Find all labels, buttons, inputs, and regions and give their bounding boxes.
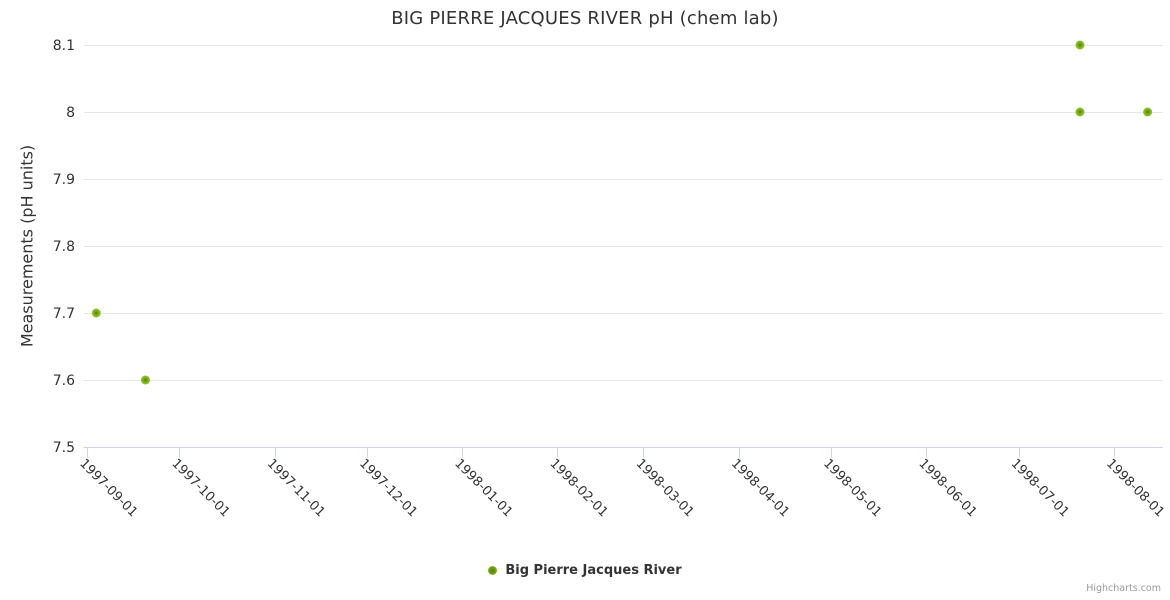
data-point[interactable] — [1143, 107, 1153, 117]
y-axis-tick-label: 7.6 — [53, 373, 75, 389]
y-axis-tick-label: 7.5 — [53, 440, 75, 456]
y-axis-tick-label: 7.7 — [53, 306, 75, 322]
x-axis-tick-label: 1997-10-01 — [168, 456, 232, 520]
data-point[interactable] — [140, 375, 150, 385]
x-axis-tick-label: 1998-06-01 — [915, 456, 979, 520]
x-axis-tick-label: 1998-05-01 — [820, 456, 884, 520]
legend-item[interactable]: Big Pierre Jacques River — [0, 563, 1170, 578]
data-point[interactable] — [1075, 40, 1085, 50]
y-axis-tick-label: 8 — [66, 105, 75, 121]
y-axis-tick-label: 7.9 — [53, 172, 75, 188]
data-point[interactable] — [1075, 107, 1085, 117]
x-axis-tick-label: 1998-02-01 — [547, 456, 611, 520]
x-axis-tick-label: 1998-01-01 — [451, 456, 515, 520]
x-axis-tick-label: 1998-07-01 — [1008, 456, 1072, 520]
legend-series-label: Big Pierre Jacques River — [505, 563, 682, 578]
x-axis-tick-label: 1998-03-01 — [633, 456, 697, 520]
chart-title: BIG PIERRE JACQUES RIVER pH (chem lab) — [391, 8, 779, 29]
y-axis-tick-label: 7.8 — [53, 239, 75, 255]
x-axis-tick-label: 1997-11-01 — [264, 456, 328, 520]
x-axis-tick-label: 1997-09-01 — [76, 456, 140, 520]
x-axis-tick-label: 1997-12-01 — [356, 456, 420, 520]
highcharts-credit-link[interactable]: Highcharts.com — [1086, 583, 1161, 594]
series-marker-icon — [488, 566, 498, 575]
x-axis-tick-label: 1998-08-01 — [1103, 456, 1167, 520]
data-point[interactable] — [91, 308, 101, 318]
x-axis-tick-label: 1998-04-01 — [728, 456, 792, 520]
y-axis-tick-label: 8.1 — [53, 38, 75, 54]
